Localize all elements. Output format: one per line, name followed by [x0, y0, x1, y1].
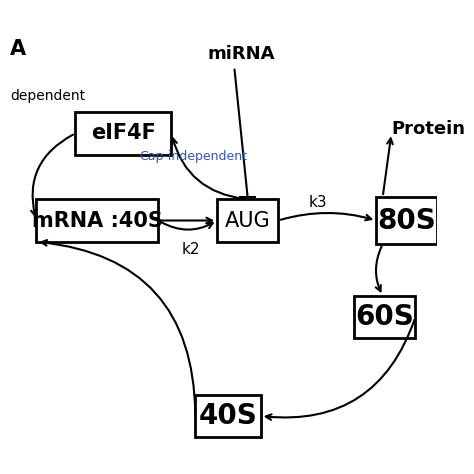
Text: 40S: 40S: [199, 402, 257, 430]
FancyBboxPatch shape: [195, 395, 261, 438]
Text: eIF4F: eIF4F: [91, 123, 156, 143]
FancyBboxPatch shape: [75, 112, 171, 155]
Text: AUG: AUG: [225, 210, 271, 230]
Text: 80S: 80S: [377, 207, 436, 235]
FancyBboxPatch shape: [217, 199, 278, 242]
Text: k2: k2: [182, 242, 200, 257]
Text: mRNA :40S: mRNA :40S: [32, 210, 163, 230]
Text: dependent: dependent: [10, 89, 85, 103]
Text: Cap-independent: Cap-independent: [139, 150, 247, 164]
Text: miRNA: miRNA: [207, 45, 275, 63]
FancyBboxPatch shape: [376, 197, 437, 244]
FancyBboxPatch shape: [355, 296, 415, 338]
Text: A: A: [10, 38, 26, 58]
FancyBboxPatch shape: [36, 199, 158, 242]
Text: k3: k3: [309, 195, 327, 210]
Text: 60S: 60S: [356, 303, 414, 331]
Text: Protein: Protein: [392, 119, 465, 137]
